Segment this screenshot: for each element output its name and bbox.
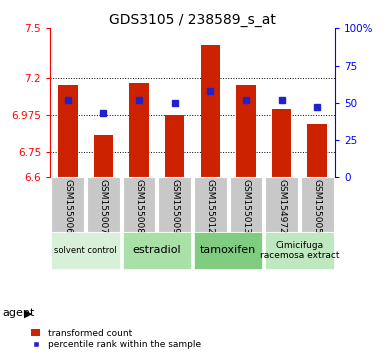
Text: estradiol: estradiol xyxy=(132,245,181,256)
Bar xyxy=(58,85,78,177)
Text: GSM155005: GSM155005 xyxy=(313,179,321,234)
Text: agent: agent xyxy=(2,308,34,318)
Bar xyxy=(301,177,333,232)
Bar xyxy=(158,177,191,232)
Text: solvent control: solvent control xyxy=(54,246,117,255)
Bar xyxy=(165,115,184,177)
Title: GDS3105 / 238589_s_at: GDS3105 / 238589_s_at xyxy=(109,13,276,27)
Bar xyxy=(94,135,113,177)
Text: GSM155012: GSM155012 xyxy=(206,179,215,234)
Legend: transformed count, percentile rank within the sample: transformed count, percentile rank withi… xyxy=(32,329,201,349)
Bar xyxy=(272,109,291,177)
Text: Cimicifuga
racemosa extract: Cimicifuga racemosa extract xyxy=(259,241,339,260)
Text: tamoxifen: tamoxifen xyxy=(200,245,256,256)
Bar xyxy=(52,177,84,232)
Bar xyxy=(194,177,227,232)
Bar xyxy=(123,232,191,269)
Text: ▶: ▶ xyxy=(24,308,32,318)
Bar xyxy=(123,177,156,232)
Bar xyxy=(229,177,262,232)
Bar xyxy=(307,124,327,177)
Text: GSM155007: GSM155007 xyxy=(99,179,108,234)
Bar xyxy=(201,45,220,177)
Text: GSM155013: GSM155013 xyxy=(241,179,250,234)
Bar xyxy=(52,232,120,269)
Text: GSM155009: GSM155009 xyxy=(170,179,179,234)
Text: GSM155006: GSM155006 xyxy=(64,179,72,234)
Bar xyxy=(194,232,262,269)
Text: GSM155008: GSM155008 xyxy=(135,179,144,234)
Bar xyxy=(265,177,298,232)
Bar xyxy=(265,232,333,269)
Bar xyxy=(129,83,149,177)
Bar xyxy=(236,85,256,177)
Text: GSM154972: GSM154972 xyxy=(277,179,286,234)
Bar xyxy=(87,177,120,232)
